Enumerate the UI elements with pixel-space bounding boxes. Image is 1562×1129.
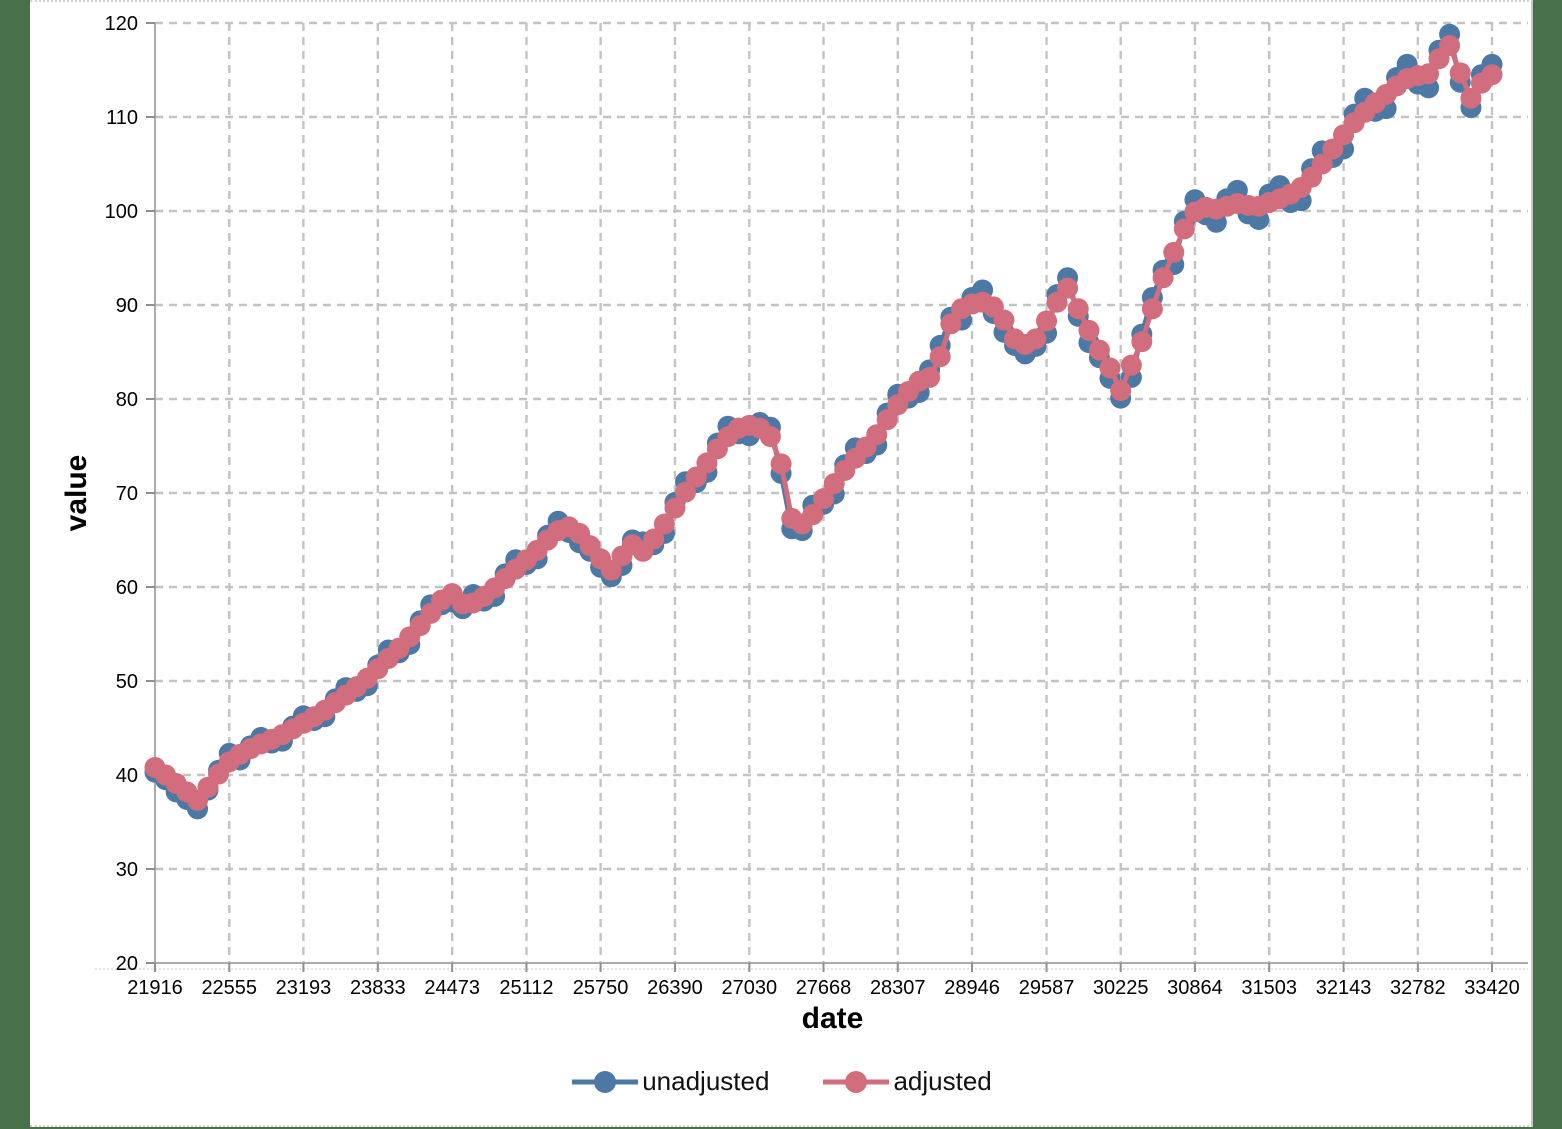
x-tick-label: 32143 [1316,977,1372,999]
x-tick-label: 31503 [1241,977,1297,999]
x-tick-label: 28946 [944,977,1000,999]
x-tick-label: 25750 [573,977,629,999]
data-point-adjusted[interactable] [664,497,686,519]
data-point-adjusted[interactable] [1481,64,1503,86]
data-point-adjusted[interactable] [876,409,898,431]
data-point-adjusted[interactable] [813,488,834,510]
data-point-adjusted[interactable] [770,453,792,475]
data-point-adjusted[interactable] [675,481,697,503]
series-adjusted[interactable] [144,35,1503,811]
y-tick-label: 40 [116,765,138,787]
y-tick-label: 60 [116,577,138,599]
x-tick-label: 21916 [127,977,183,999]
x-axis-title: date [801,1002,864,1035]
x-tick-label: 23193 [276,977,332,999]
x-tick-label: 24473 [424,977,480,999]
data-point-adjusted[interactable] [919,366,941,388]
data-point-adjusted[interactable] [940,313,962,335]
y-tick-label: 100 [105,201,138,223]
x-tick-label: 27668 [796,977,852,999]
data-point-adjusted[interactable] [1141,298,1163,320]
y-tick-label: 90 [116,295,138,317]
x-tick-label: 30225 [1093,977,1149,999]
data-point-adjusted[interactable] [1120,354,1142,376]
legend-label-unadjusted: unadjusted [642,1066,770,1096]
data-point-adjusted[interactable] [866,424,888,446]
data-point-adjusted[interactable] [1460,87,1482,109]
data-point-adjusted[interactable] [1088,339,1110,361]
legend-item-unadjusted[interactable]: unadjusted [570,1066,769,1097]
data-point-adjusted[interactable] [1173,218,1195,240]
data-point-adjusted[interactable] [993,309,1015,331]
x-tick-label: 30864 [1167,977,1223,999]
data-point-adjusted[interactable] [1025,328,1047,350]
data-point-adjusted[interactable] [1131,331,1153,353]
data-point-adjusted[interactable] [1418,63,1440,85]
y-tick-label: 120 [105,13,138,35]
gridlines [155,21,1528,963]
unadjusted-marker-icon [570,1069,640,1095]
data-point-adjusted[interactable] [1439,35,1461,57]
y-tick-label: 80 [116,389,138,411]
data-point-adjusted[interactable] [643,528,665,550]
data-point-adjusted[interactable] [1078,319,1100,341]
data-point-adjusted[interactable] [929,346,951,368]
adjusted-marker-icon [821,1069,891,1095]
legend-item-adjusted[interactable]: adjusted [821,1066,992,1097]
x-tick-label: 29587 [1019,977,1075,999]
data-point-adjusted[interactable] [1449,62,1471,84]
data-point-adjusted[interactable] [1057,277,1079,299]
x-tick-label: 28307 [870,977,926,999]
legend-label-adjusted: adjusted [893,1066,992,1096]
y-tick-label: 50 [116,671,138,693]
y-tick-label: 70 [116,483,138,505]
y-tick-label: 20 [116,953,138,975]
data-point-adjusted[interactable] [653,513,675,535]
x-tick-label: 23833 [350,977,406,999]
x-tick-label: 33420 [1464,977,1520,999]
data-point-adjusted[interactable] [1311,153,1333,175]
data-point-adjusted[interactable] [1099,357,1121,379]
data-point-adjusted[interactable] [759,426,781,448]
x-tick-label: 27030 [722,977,778,999]
x-tick-label: 26390 [647,977,703,999]
axes: 21916 22555 23193 23833 24473 25112 25750 26390… [95,13,1528,999]
data-point-adjusted[interactable] [1036,310,1058,332]
data-point-adjusted[interactable] [1067,298,1089,320]
y-axis-title: value [60,454,93,532]
x-tick-label: 32782 [1390,977,1446,999]
legend: unadjusted adjusted [0,1066,1562,1097]
y-tick-label: 30 [116,859,138,881]
x-tick-label: 25112 [499,977,553,999]
x-tick-label: 22555 [201,977,257,999]
data-point-adjusted[interactable] [1152,267,1174,289]
data-point-adjusted[interactable] [1110,380,1132,402]
y-tick-label: 110 [106,107,138,129]
data-point-adjusted[interactable] [802,504,824,526]
data-point-adjusted[interactable] [1163,241,1185,263]
